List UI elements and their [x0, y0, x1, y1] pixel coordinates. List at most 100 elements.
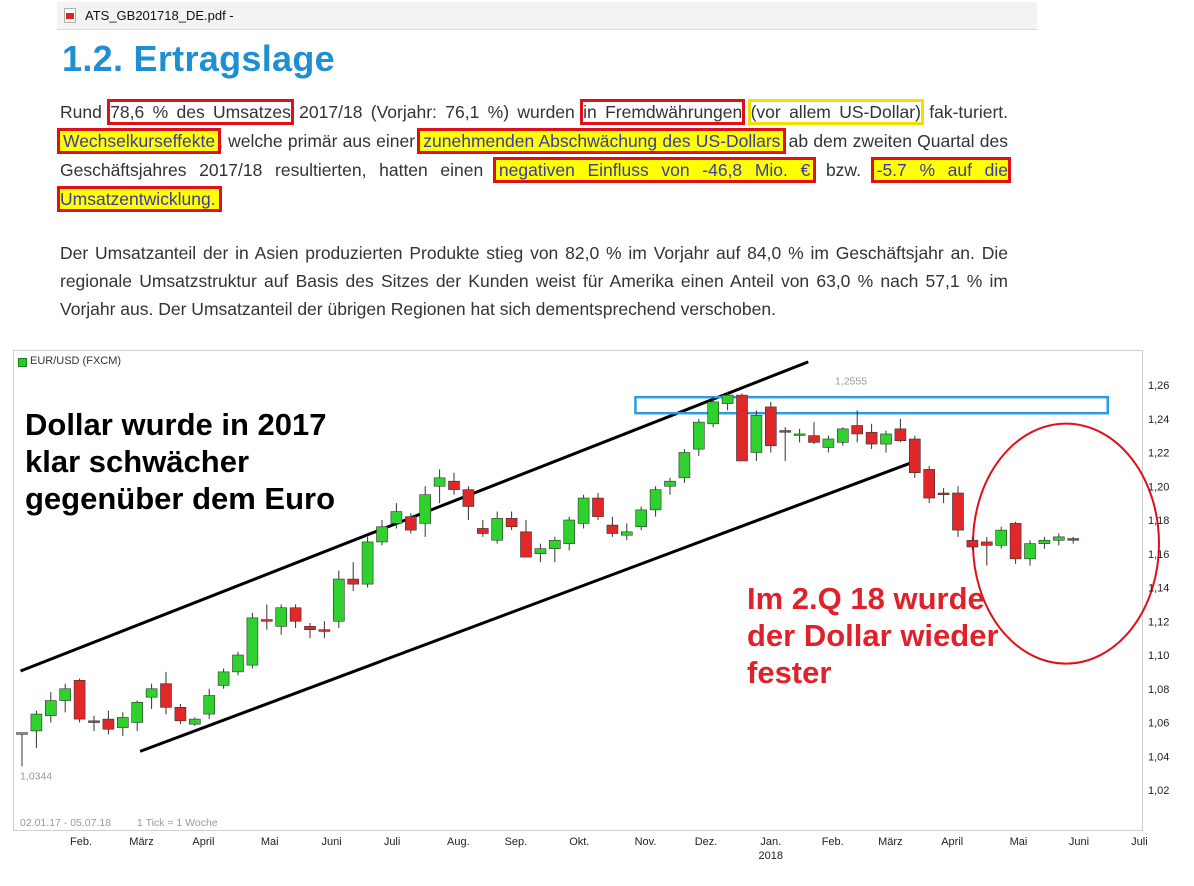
x-tick-label: Juli — [1131, 836, 1148, 848]
candle-up — [491, 518, 504, 541]
annotation-dollar-weaker: Dollar wurde in 2017 klar schwächer gege… — [25, 407, 336, 516]
max-price-label: 1,2555 — [835, 376, 867, 388]
legend-label: EUR/USD (FXCM) — [30, 355, 122, 367]
paragraph-revenue-currency: Rund 78,6 % des Umsatzes 2017/18 (Vorjah… — [56, 98, 1011, 214]
y-tick-label: 1,12 — [1148, 616, 1169, 628]
candle-up — [1024, 543, 1036, 560]
candle-up — [995, 529, 1008, 546]
highlight-yellow-fill: negativen Einfluss von -46,8 Mio. € — [492, 157, 817, 183]
candle-up — [1038, 539, 1051, 544]
y-tick-label: 1,02 — [1148, 785, 1169, 797]
x-tick-label: Juli — [384, 836, 401, 848]
x-tick-label: Mai — [1010, 836, 1028, 848]
range-label: 02.01.17 - 05.07.18 — [20, 817, 111, 829]
candle-up — [620, 531, 633, 536]
candle-down — [260, 619, 273, 622]
candle-down — [347, 578, 360, 585]
candle-up — [145, 688, 158, 698]
candle-up — [189, 718, 201, 725]
candle-up — [649, 489, 662, 511]
candle-up — [692, 421, 705, 450]
candle-up — [390, 511, 403, 524]
x-tick-label: Mai — [261, 836, 279, 848]
candle-down — [174, 707, 187, 722]
candle-down — [764, 406, 777, 447]
x-tick-label: Okt. — [569, 836, 589, 848]
highlight-yellow-box: (vor allem US-Dollar) — [747, 99, 924, 125]
y-tick-label: 1,22 — [1148, 448, 1169, 460]
candle-up — [246, 617, 259, 666]
x-tick-label: Jan. — [760, 836, 781, 848]
candle-up — [750, 415, 763, 453]
candle-down — [88, 720, 100, 723]
candle-up — [433, 477, 446, 487]
candle-down — [923, 469, 936, 499]
candle-up — [534, 548, 547, 555]
x-tick-label: Sep. — [505, 836, 528, 848]
candle-up — [217, 671, 230, 686]
candle-down — [966, 539, 979, 548]
resistance-zone-box — [634, 395, 1110, 415]
text-run: bzw. — [813, 160, 874, 180]
x-tick-year-label: 2018 — [759, 850, 783, 862]
x-tick-label: Feb. — [822, 836, 844, 848]
candle-down — [937, 492, 950, 495]
candle-up — [707, 401, 720, 425]
candle-up — [361, 541, 374, 585]
y-tick-label: 1,16 — [1148, 549, 1169, 561]
candle-down — [462, 489, 475, 507]
candle-down — [894, 428, 907, 441]
candle-down — [980, 541, 993, 546]
candle-down — [505, 518, 518, 528]
candle-down — [160, 683, 172, 708]
candle-down — [289, 607, 302, 622]
candle-up — [1053, 536, 1065, 541]
candle-up — [275, 607, 288, 627]
candle-down — [520, 531, 532, 558]
candle-up — [203, 695, 215, 715]
x-tick-label: März — [878, 836, 902, 848]
y-tick-label: 1,14 — [1148, 583, 1169, 595]
candle-up — [548, 539, 561, 549]
candle-up — [563, 519, 576, 544]
text-run: Rund — [60, 102, 111, 122]
candle-down — [102, 718, 115, 730]
y-tick-label: 1,26 — [1148, 380, 1169, 392]
x-tick-label: Nov. — [635, 836, 657, 848]
candle-down — [73, 680, 86, 720]
candle-up — [376, 526, 388, 543]
candle-up — [131, 701, 143, 723]
tick-info-label: 1 Tick = 1 Woche — [137, 817, 218, 829]
candle-down — [851, 425, 864, 435]
y-tick-label: 1,06 — [1148, 718, 1169, 730]
y-tick-label: 1,08 — [1148, 684, 1169, 696]
candle-down — [808, 435, 820, 443]
y-tick-label: 1,18 — [1148, 515, 1169, 527]
candle-down — [952, 492, 964, 531]
candle-up — [836, 428, 849, 443]
paragraph-revenue-regions: Der Umsatzanteil der in Asien produziert… — [60, 243, 1008, 319]
candle-up — [678, 452, 691, 479]
annotation-dollar-stronger: Im 2.Q 18 wurde der Dollar wieder fester — [747, 581, 999, 690]
candle-up — [16, 732, 28, 735]
x-tick-label: März — [129, 836, 153, 848]
lower-trend-line — [139, 459, 917, 753]
x-tick-label: April — [941, 836, 963, 848]
candle-up — [822, 438, 835, 448]
candle-down — [908, 438, 921, 474]
highlight-red-box: 78,6 % des Umsatzes — [107, 99, 294, 125]
candle-down — [404, 516, 417, 531]
y-tick-label: 1,20 — [1148, 481, 1169, 493]
candle-down — [592, 497, 604, 517]
candle-up — [30, 713, 43, 732]
pdf-title-bar: ATS_GB201718_DE.pdf - — [57, 2, 1037, 30]
candle-down — [318, 629, 331, 632]
candle-down — [304, 626, 316, 630]
candle-down — [1009, 523, 1022, 560]
pdf-file-icon — [64, 8, 76, 23]
candle-up — [59, 688, 72, 701]
candle-down — [476, 528, 489, 534]
candle-up — [117, 717, 129, 728]
legend-swatch — [18, 358, 27, 367]
